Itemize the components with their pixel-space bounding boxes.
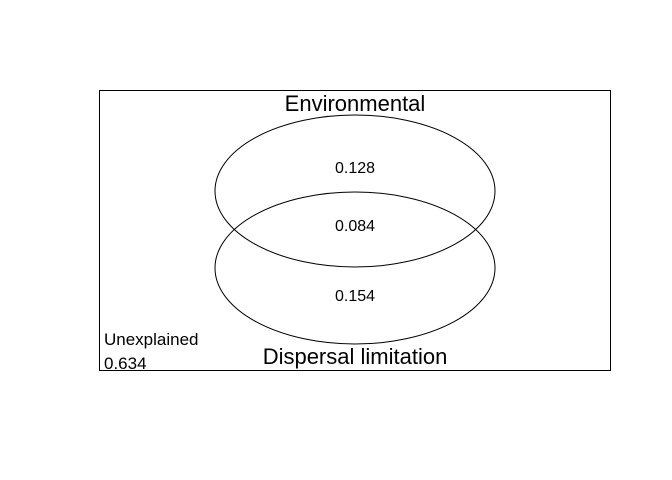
shared-value: 0.084 — [335, 218, 375, 235]
residual-value: 0.634 — [104, 354, 147, 373]
environmental-label: Environmental — [285, 91, 426, 116]
environmental-circle — [214, 114, 496, 268]
plot-frame — [99, 90, 611, 371]
dispersal-limitation-label: Dispersal limitation — [263, 344, 448, 369]
dispersal-limitation-unique-value: 0.154 — [335, 288, 375, 305]
residual-label: Unexplained — [104, 330, 199, 349]
dispersal-limitation-circle — [214, 191, 496, 345]
environmental-unique-value: 0.128 — [335, 160, 375, 177]
